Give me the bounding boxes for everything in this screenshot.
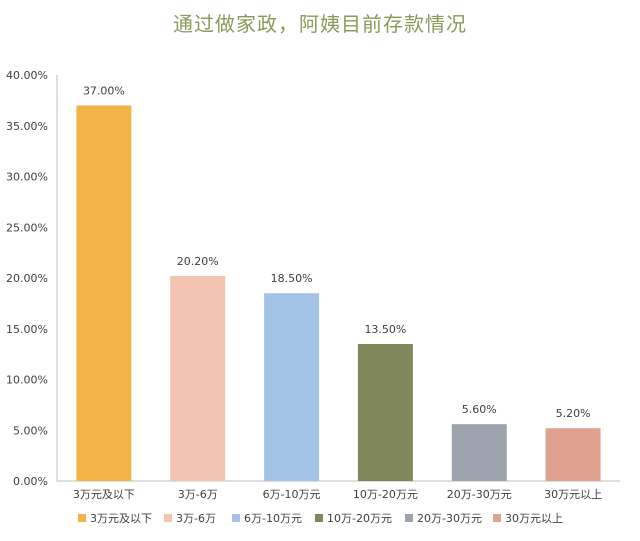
y-tick-label: 20.00% [6, 272, 48, 285]
y-tick-label: 10.00% [6, 374, 48, 387]
data-label: 13.50% [364, 323, 406, 336]
x-tick-label: 3万-6万 [178, 488, 218, 501]
bar [264, 293, 320, 481]
y-tick-label: 35.00% [6, 120, 48, 133]
legend-swatch [315, 514, 323, 522]
data-label: 18.50% [271, 272, 313, 285]
y-tick-label: 30.00% [6, 171, 48, 184]
bar [545, 428, 601, 481]
bar [357, 343, 413, 481]
legend-swatch [78, 514, 86, 522]
data-label: 5.60% [462, 403, 497, 416]
legend-label: 10万-20万元 [327, 512, 392, 525]
y-tick-label: 40.00% [6, 69, 48, 82]
legend-label: 20万-30万元 [417, 512, 482, 525]
legend-swatch [232, 514, 240, 522]
legend-swatch [405, 514, 413, 522]
x-tick-label: 6万-10万元 [263, 488, 321, 501]
legend-label: 6万-10万元 [244, 512, 302, 525]
chart-title: 通过做家政，阿姨目前存款情况 [173, 12, 467, 36]
y-tick-label: 0.00% [13, 475, 48, 488]
data-label: 37.00% [83, 84, 125, 97]
x-tick-label: 20万-30万元 [447, 488, 512, 501]
y-tick-label: 25.00% [6, 221, 48, 234]
x-tick-label: 10万-20万元 [353, 488, 418, 501]
y-tick-label: 15.00% [6, 323, 48, 336]
legend-swatch [164, 514, 172, 522]
data-label: 5.20% [556, 407, 591, 420]
bar [451, 424, 507, 481]
bar [170, 275, 226, 481]
legend-label: 30万元以上 [505, 512, 563, 525]
legend-swatch [493, 514, 501, 522]
legend-label: 3万元及以下 [90, 512, 152, 525]
x-tick-label: 30万元以上 [544, 488, 602, 501]
y-tick-label: 5.00% [13, 424, 48, 437]
data-label: 20.20% [177, 255, 219, 268]
bar [76, 105, 132, 481]
legend-label: 3万-6万 [176, 512, 216, 525]
x-tick-label: 3万元及以下 [73, 488, 135, 501]
